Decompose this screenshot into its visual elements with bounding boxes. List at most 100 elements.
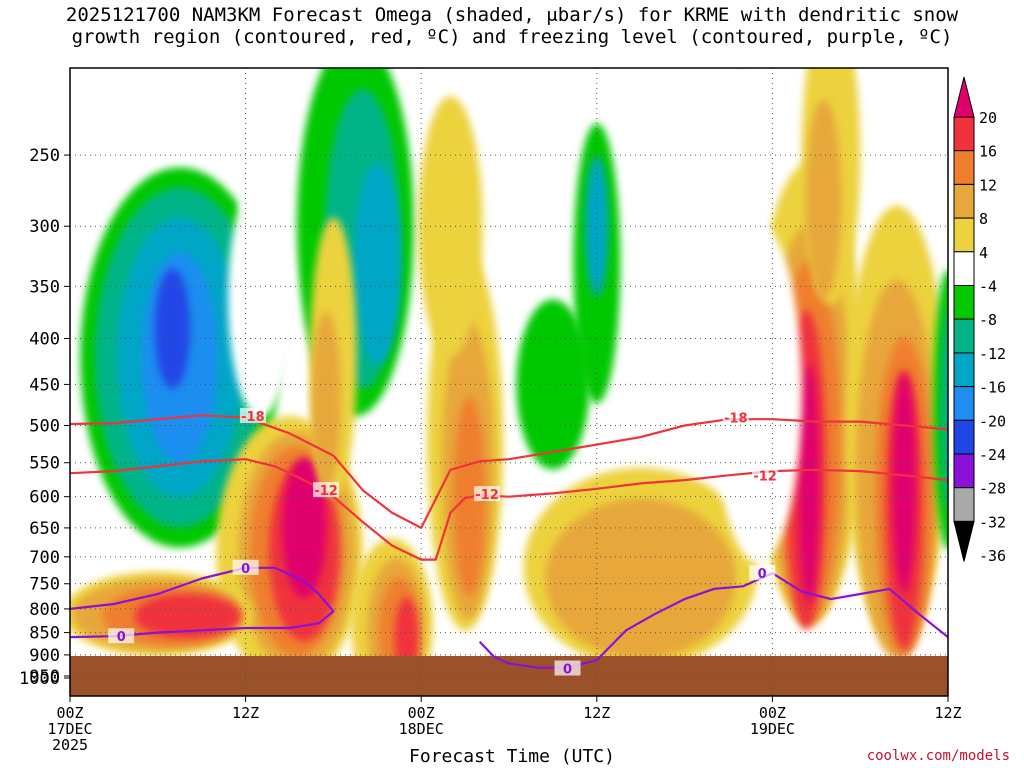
omega-region-33 xyxy=(545,498,736,659)
plot-border xyxy=(69,67,949,697)
ground-fill xyxy=(70,656,948,696)
plot-frame xyxy=(69,67,949,697)
colorbar-label-12: -32 xyxy=(979,513,1006,531)
contour-label-3: -12 xyxy=(475,488,499,503)
omega-region-15 xyxy=(311,311,341,492)
colorbar-top-arrow xyxy=(953,76,975,118)
colorbar-label-6: -8 xyxy=(979,311,997,329)
contour-label-bg-5 xyxy=(232,559,259,575)
x-tick-label-48-1: 19DEC xyxy=(750,720,795,738)
contour-label-bg-3 xyxy=(474,486,501,502)
x-tick-label-60-0: 12Z xyxy=(934,704,961,722)
omega-region-43 xyxy=(892,373,916,594)
omega-region-8 xyxy=(228,177,293,418)
colorbar-label-0: 20 xyxy=(979,109,997,127)
omega-region-49 xyxy=(729,0,758,65)
y-tick-label-950: 950 xyxy=(29,667,60,687)
colorbar-swatch-10 xyxy=(953,419,975,455)
omega-region-30 xyxy=(585,156,609,297)
y-tick-label-400: 400 xyxy=(29,329,60,349)
contour--18-0 xyxy=(70,414,948,530)
colorbar-swatch-8 xyxy=(953,352,975,388)
x-tick-label-36-0: 12Z xyxy=(583,704,610,722)
chart-title: 2025121700 NAM3KM Forecast Omega (shaded… xyxy=(0,4,1024,48)
x-tick-label-0-2: 2025 xyxy=(52,736,88,754)
y-tick-label-300: 300 xyxy=(29,217,60,237)
x-tick-label-24-0: 00Z xyxy=(408,704,435,722)
colorbar-label-8: -16 xyxy=(979,379,1006,397)
colorbar-swatch-4 xyxy=(953,217,975,253)
colorbar-label-7: -12 xyxy=(979,345,1006,363)
title-line-1: 2025121700 NAM3KM Forecast Omega (shaded… xyxy=(65,4,959,26)
contour-label-8: 0 xyxy=(563,663,572,678)
contour-label-bg-6 xyxy=(108,628,135,644)
y-tick-label-550: 550 xyxy=(29,454,60,474)
y-axis-ticks: 2503003504004505005506006507007508008509… xyxy=(19,146,70,689)
y-tick-label-500: 500 xyxy=(29,417,60,437)
colorbar-bottom-arrow xyxy=(953,520,975,562)
x-axis-label: Forecast Time (UTC) xyxy=(409,746,615,767)
x-tick-label-24-1: 18DEC xyxy=(399,720,444,738)
contour-label-4: -12 xyxy=(753,469,777,484)
omega-region-38 xyxy=(798,363,820,604)
contour-0-3 xyxy=(478,572,948,669)
contour-label-2: -12 xyxy=(314,484,338,499)
y-tick-label-750: 750 xyxy=(29,575,60,595)
colorbar-swatch-7 xyxy=(953,318,975,354)
colorbar-swatch-5 xyxy=(953,251,975,287)
colorbar-swatch-6 xyxy=(953,285,975,320)
y-tick-label-700: 700 xyxy=(29,548,60,568)
terrain-ground xyxy=(70,656,948,696)
colorbar-swatch-12 xyxy=(953,487,975,522)
colorbar-label-5: -4 xyxy=(979,278,997,296)
omega-region-44 xyxy=(713,222,802,563)
colorbar-label-4: 4 xyxy=(979,244,988,262)
colorbar-label-11: -28 xyxy=(979,480,1006,498)
colorbar-swatch-3 xyxy=(953,183,975,219)
y-tick-label-250: 250 xyxy=(29,146,60,166)
y-tick-label-800: 800 xyxy=(29,600,60,620)
x-tick-label-0-1: 17DEC xyxy=(47,720,92,738)
x-tick-label-12-0: 12Z xyxy=(232,704,259,722)
colorbar-label-2: 12 xyxy=(979,176,997,194)
credit-text: coolwx.com/models xyxy=(866,748,1010,764)
contours: -18 -18 -12 -12 -12 0 0 0 0 xyxy=(70,408,948,678)
contour-label-bg-1 xyxy=(722,409,749,425)
contour-label-bg-0 xyxy=(239,408,266,424)
omega-region-48 xyxy=(940,309,948,510)
colorbar-swatch-1 xyxy=(953,116,975,152)
title-line-2: growth region (contoured, red, ºC) and f… xyxy=(71,26,953,48)
contour-label-1: -18 xyxy=(724,412,748,427)
omega-region-31 xyxy=(516,299,590,470)
colorbar-label-3: 8 xyxy=(979,210,988,228)
colorbar-swatch-2 xyxy=(953,150,975,185)
omega-region-7 xyxy=(353,163,401,364)
colorbar-swatch-9 xyxy=(953,386,975,421)
contour-label-bg-8 xyxy=(554,660,581,676)
y-tick-label-350: 350 xyxy=(29,277,60,297)
contour-label-bg-2 xyxy=(313,482,340,498)
colorbar-label-13: -36 xyxy=(979,547,1006,565)
colorbar-label-1: 16 xyxy=(979,143,997,161)
x-tick-label-48-0: 00Z xyxy=(759,704,786,722)
x-tick-label-0-0: 00Z xyxy=(56,704,83,722)
y-tick-label-650: 650 xyxy=(29,519,60,539)
omega-region-4 xyxy=(154,268,190,389)
omega-region-46 xyxy=(806,99,842,300)
contour-0-2 xyxy=(70,566,335,639)
colorbar-label-9: -20 xyxy=(979,412,1006,430)
colorbar: 20 16 12 8 4 -4 -8 -12 -16 -20 -24 -28 -32 -36 xyxy=(953,76,1006,565)
colorbar-label-10: -24 xyxy=(979,446,1006,464)
y-tick-label-600: 600 xyxy=(29,488,60,508)
y-tick-label-1000: 1000 xyxy=(19,669,60,689)
contour-label-bg-4 xyxy=(752,467,779,483)
contour-label-5: 0 xyxy=(241,562,250,577)
y-tick-label-450: 450 xyxy=(29,375,60,395)
contour-label-0: -18 xyxy=(241,410,265,425)
contour-label-6: 0 xyxy=(117,630,126,645)
contour-label-bg-7 xyxy=(749,565,776,581)
colorbar-swatch-11 xyxy=(953,453,975,489)
contour-label-7: 0 xyxy=(758,567,767,582)
